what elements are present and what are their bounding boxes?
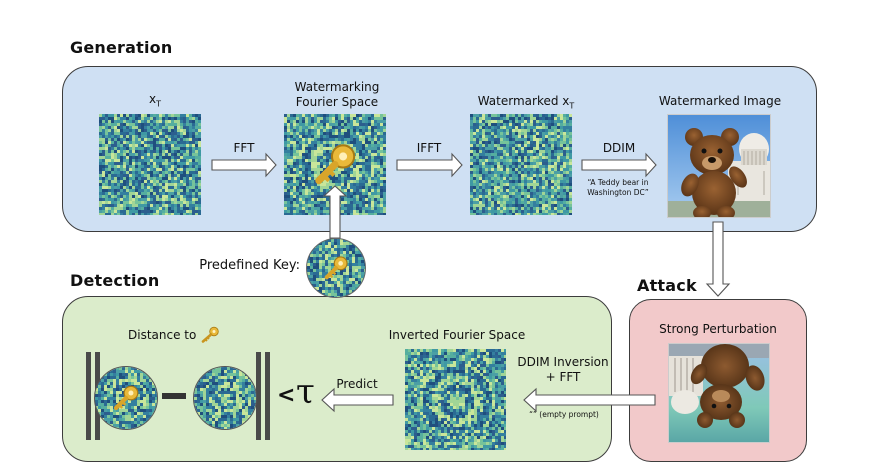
generation-title: Generation [70, 38, 173, 57]
embedded-key-icon [113, 385, 139, 411]
attack-title: Attack [637, 276, 697, 295]
predict-arrow [321, 387, 394, 413]
strong-perturbation-label: Strong Perturbation [659, 322, 777, 336]
predict-label: Predict [336, 377, 378, 391]
inverted-fourier-label: Inverted Fourier Space [388, 328, 526, 342]
empty-prompt-label: “” (empty prompt) [529, 410, 599, 419]
ddim-inversion-arrow [523, 387, 656, 413]
less-than-sign: < [277, 383, 296, 408]
tau-threshold: τ [296, 372, 315, 412]
xt-label: xT [149, 92, 161, 109]
watermarked-xt-label: Watermarked xT [477, 94, 575, 111]
inverted-fourier-image [405, 349, 506, 450]
ifft-label: IFFT [416, 141, 442, 155]
watermarked-image-label: Watermarked Image [658, 94, 782, 108]
key-icon [201, 326, 219, 343]
detection-title: Detection [70, 271, 160, 290]
fft-label: FFT [233, 141, 255, 155]
watermarking-fourier-image [284, 114, 386, 215]
watermarked-xt-noise-image [470, 114, 572, 215]
xt-noise-image [99, 114, 201, 215]
predefined-key-disk [306, 238, 366, 298]
text-prompt: “A Teddy bear in Washington DC” [587, 178, 649, 197]
ifft-arrow [396, 152, 463, 178]
ddim-inversion-label: DDIM Inversion + FFT [517, 355, 609, 384]
ddim-label: DDIM [602, 141, 636, 155]
watermarking-fourier-label: Watermarking Fourier Space [294, 80, 380, 109]
key-disk-left [94, 366, 158, 430]
recovered-disk-right [193, 366, 257, 430]
fft-arrow [211, 152, 277, 178]
embedded-key-icon [324, 256, 348, 280]
ddim-arrow [581, 152, 657, 178]
watermarked-teddy-image [667, 114, 771, 218]
key-up-arrow [322, 185, 348, 239]
perturbed-teddy-image [668, 343, 770, 443]
predefined-key-label: Predefined Key: [199, 258, 300, 273]
embedded-key-icon [315, 144, 356, 185]
distance-to-label: Distance to [128, 328, 197, 342]
attack-down-arrow [705, 221, 731, 297]
